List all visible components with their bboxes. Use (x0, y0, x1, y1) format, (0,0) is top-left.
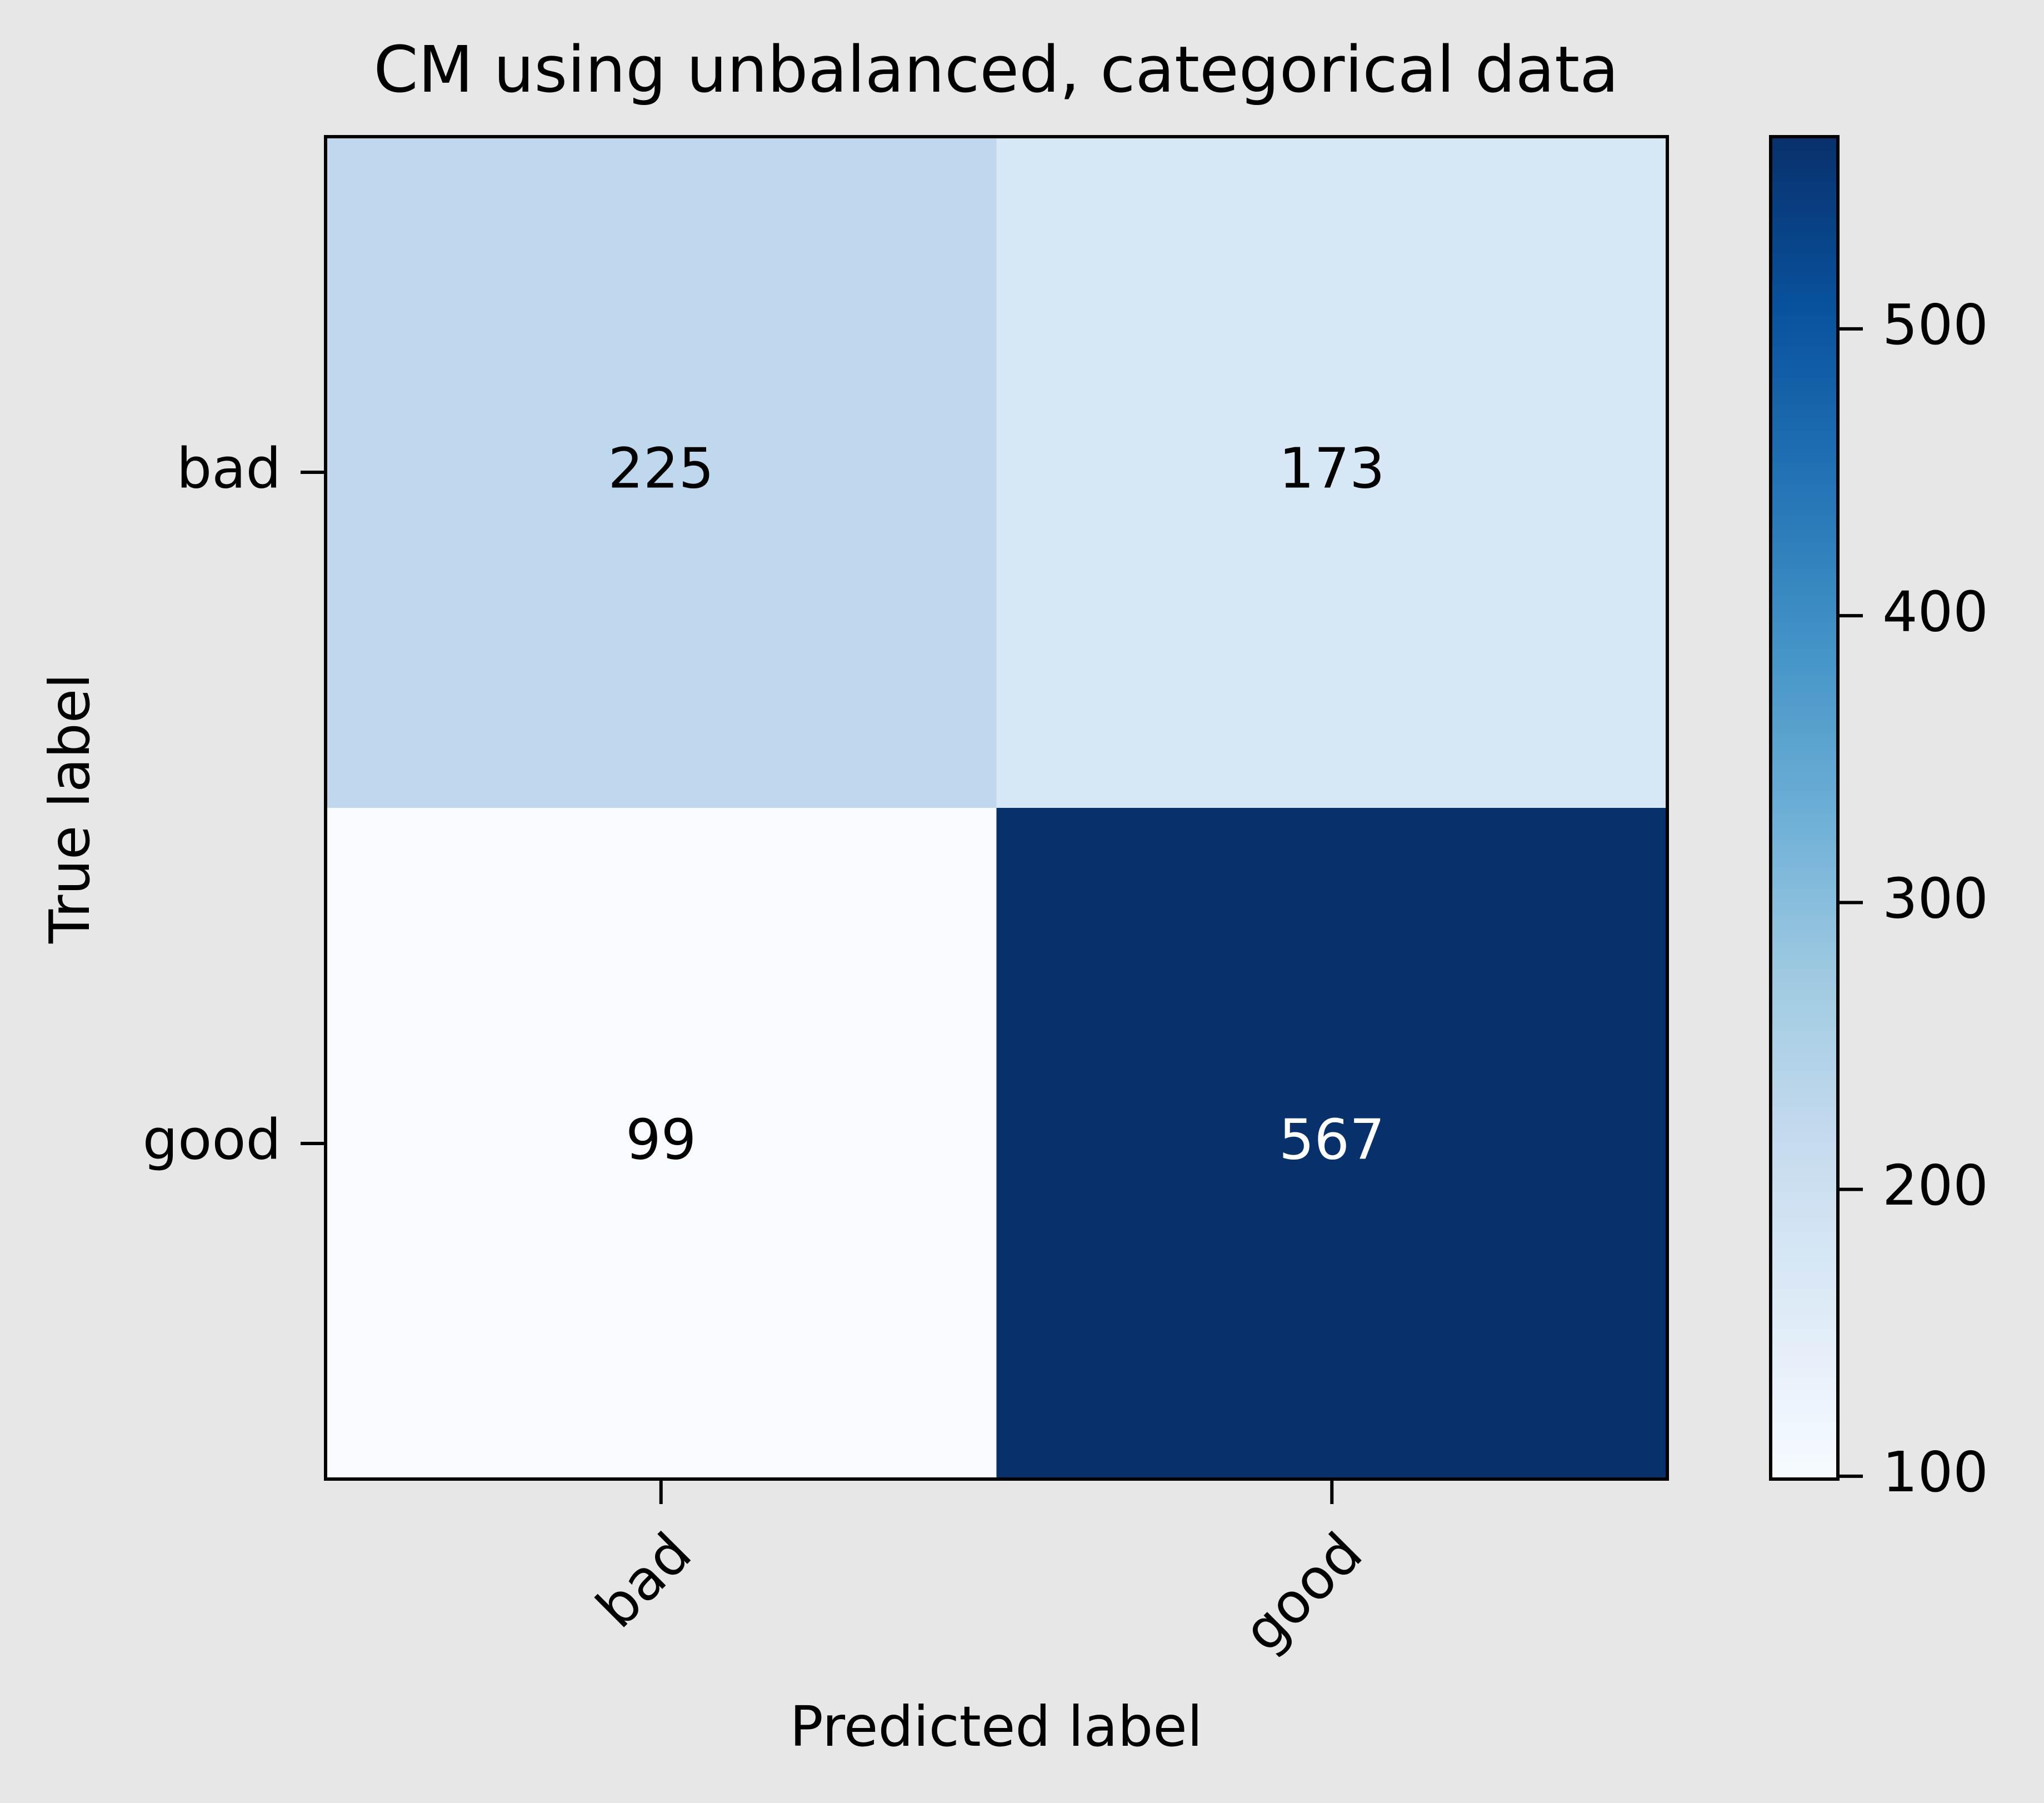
colorbar-tick-label: 300 (1882, 866, 1988, 931)
cell-value-label: 225 (608, 436, 714, 501)
x-axis-ticks: bad good (584, 1479, 1375, 1664)
y-tick-label: bad (177, 436, 281, 501)
cell-value-label: 173 (1279, 436, 1385, 501)
y-tick-label: good (143, 1107, 281, 1172)
heatmap-cells (326, 137, 1668, 1480)
plot-frame (324, 135, 1669, 1481)
colorbar-ticks: 100 200 300 400 500 (1838, 292, 1988, 1505)
colorbar-tick-label: 100 (1882, 1440, 1988, 1505)
colorbar-tick-label: 200 (1882, 1153, 1988, 1218)
colorbar-tick-label: 500 (1882, 292, 1988, 357)
heatmap-cell-labels: 225 173 99 567 (608, 436, 1385, 1172)
cell-value-label: 567 (1279, 1107, 1385, 1172)
y-axis-ticks: bad good (143, 436, 326, 1172)
chart-title: CM using unbalanced, categorical data (373, 33, 1618, 107)
x-axis-label: Predicted label (789, 1694, 1202, 1759)
x-tick-label: bad (584, 1520, 704, 1640)
heatmap-cell (326, 808, 997, 1480)
colorbar (1769, 135, 1840, 1481)
colorbar-tick-label: 400 (1882, 579, 1988, 644)
x-tick-label: good (1231, 1520, 1375, 1664)
heatmap-cell (996, 808, 1668, 1480)
heatmap-cell (326, 137, 997, 808)
y-axis-label: True label (37, 673, 102, 944)
cell-value-label: 99 (626, 1107, 696, 1172)
heatmap-cell (996, 137, 1668, 808)
